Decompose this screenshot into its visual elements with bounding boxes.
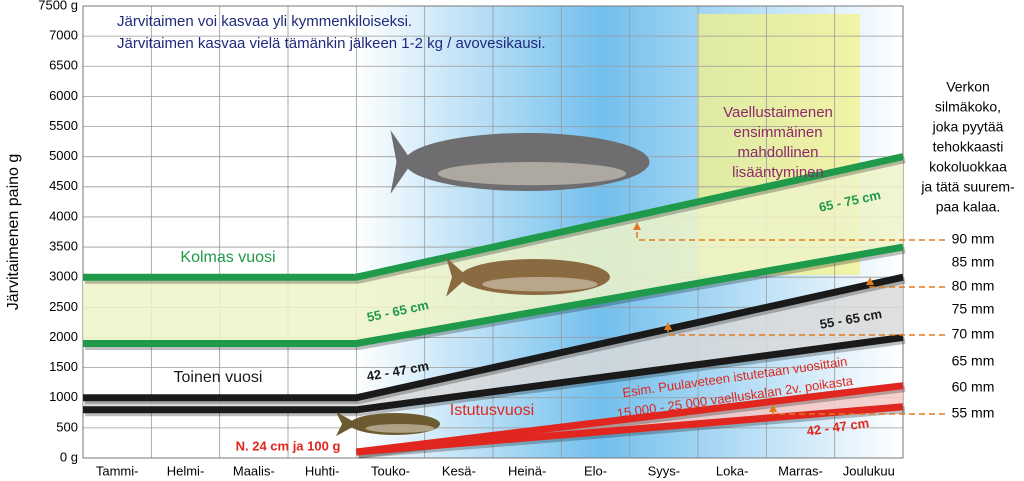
mesh-size: 75 mm	[952, 301, 995, 317]
band-line	[83, 273, 904, 402]
y-axis-label: Järvitaimenen paino g	[5, 154, 22, 311]
y-tick-label: 5500	[49, 118, 78, 133]
info-text: Järvitaimen voi kasvaa yli kymmenkiloise…	[117, 13, 412, 30]
mesh-arrowhead	[769, 404, 777, 412]
mesh-size: 55 mm	[952, 405, 995, 421]
fish-image	[446, 257, 610, 297]
y-tick-label: 0 g	[60, 449, 78, 464]
x-tick-label: Marras-	[778, 463, 823, 478]
band-fill	[83, 277, 903, 410]
x-tick-label: Maalis-	[233, 463, 275, 478]
x-tick-label: Helmi-	[167, 463, 205, 478]
fish-tail	[446, 257, 468, 297]
mesh-title: Verkon	[946, 79, 990, 95]
mesh-arrowhead	[664, 322, 672, 330]
y-tick-label: 500	[56, 419, 78, 434]
band-line	[83, 153, 904, 281]
y-tick-label: 7000	[49, 28, 78, 43]
y-tick-label: 2500	[49, 299, 78, 314]
y-tick-label: 5000	[49, 148, 78, 163]
mesh-size: 60 mm	[952, 379, 995, 395]
spawning-text: mahdollinen	[738, 144, 819, 161]
spawning-text: lisääntyminen	[732, 164, 824, 181]
series-label: Istutusvuosi	[450, 402, 534, 419]
mesh-arrowhead	[866, 277, 874, 285]
fish-belly	[365, 424, 435, 433]
y-tick-label: 3000	[49, 269, 78, 284]
series-label: Kolmas vuosi	[180, 249, 275, 266]
y-tick-label: 4000	[49, 208, 78, 223]
series-label: Toinen vuosi	[174, 369, 263, 386]
mesh-title: paa kalaa.	[936, 199, 1001, 215]
x-tick-label: Loka-	[716, 463, 749, 478]
y-tick-label: 1000	[49, 389, 78, 404]
x-tick-label: Joulukuu	[843, 463, 895, 478]
band-line	[83, 243, 904, 347]
x-tick-label: Heinä-	[508, 463, 546, 478]
info-text: Järvitaimen kasvaa vielä tämänkin jälkee…	[117, 35, 546, 52]
spawning-text: Vaellustaimenen	[723, 104, 833, 121]
mesh-title: joka pyytää	[932, 119, 1004, 135]
y-tick-label: 3500	[49, 239, 78, 254]
fish-tail	[390, 130, 413, 194]
fish-image	[390, 130, 650, 194]
x-tick-label: Elo-	[584, 463, 607, 478]
y-tick-label: 7500 g	[38, 0, 78, 12]
fish-tail	[336, 411, 358, 437]
x-tick-label: Touko-	[371, 463, 410, 478]
fish-belly	[482, 277, 598, 292]
mesh-title: kokoluokkaa	[929, 159, 1007, 175]
mesh-size: 85 mm	[952, 254, 995, 270]
x-tick-label: Kesä-	[442, 463, 476, 478]
y-tick-label: 4500	[49, 178, 78, 193]
y-tick-label: 6500	[49, 58, 78, 73]
mesh-arrowhead	[633, 222, 641, 230]
x-tick-label: Syys-	[648, 463, 681, 478]
mesh-title: silmäkoko,	[935, 99, 1001, 115]
mesh-size: 65 mm	[952, 353, 995, 369]
band-line	[355, 382, 904, 456]
mesh-size: 70 mm	[952, 326, 995, 342]
band-line	[83, 333, 904, 414]
size-label: N. 24 cm ja 100 g	[236, 438, 341, 453]
mesh-title: ja tätä suurem-	[920, 179, 1015, 195]
mesh-arrow	[636, 229, 945, 241]
fish-image	[336, 411, 440, 437]
spawning-text: ensimmäinen	[733, 124, 822, 141]
y-tick-label: 6000	[49, 88, 78, 103]
mesh-arrow	[667, 329, 945, 336]
x-tick-label: Tammi-	[96, 463, 139, 478]
y-tick-label: 1500	[49, 359, 78, 374]
x-tick-label: Huhti-	[305, 463, 340, 478]
mesh-size: 90 mm	[952, 231, 995, 247]
y-tick-label: 2000	[49, 329, 78, 344]
mesh-title: tehokkaasti	[933, 139, 1004, 155]
mesh-size: 80 mm	[952, 278, 995, 294]
fish-belly	[437, 162, 627, 186]
mesh-arrow	[869, 284, 945, 288]
